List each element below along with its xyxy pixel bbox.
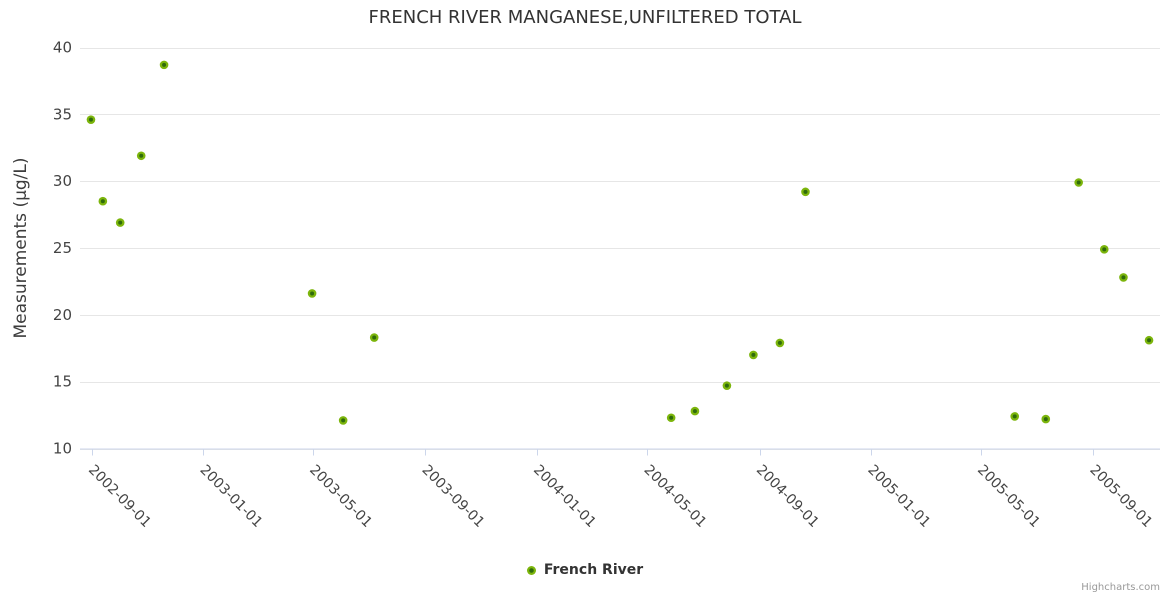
- series-marker-icon: [526, 565, 536, 575]
- x-axis-label: 2005-09-01: [1086, 462, 1155, 531]
- x-axis-label: 2003-09-01: [419, 462, 488, 531]
- legend-item-french-river[interactable]: French River: [0, 562, 1170, 578]
- y-axis-label: 35: [53, 105, 72, 123]
- y-axis-label: 25: [53, 239, 72, 257]
- x-axis-label: 2002-09-01: [85, 462, 154, 531]
- data-point[interactable]: French River: 2002-10-02, 26.9: [115, 218, 125, 227]
- data-point[interactable]: French River: 2005-07-11, 12.2: [1041, 414, 1051, 424]
- y-axis-label: 40: [53, 39, 72, 57]
- data-point[interactable]: French River: 2005-11-01, 18.1: [1144, 335, 1154, 345]
- y-axis-label: 30: [53, 172, 72, 190]
- data-point[interactable]: French River: 2005-08-16, 29.9: [1074, 178, 1083, 187]
- x-axis-label: 2004-05-01: [641, 462, 710, 531]
- data-point[interactable]: French River: 2002-10-25, 31.9: [136, 151, 146, 161]
- legend-label: French River: [543, 562, 644, 578]
- data-point[interactable]: French River: 2005-06-07, 12.4: [1010, 412, 1020, 421]
- data-point[interactable]: French River: 2004-08-25, 17: [749, 350, 758, 360]
- data-point[interactable]: French River: 2005-10-04, 22.8: [1119, 273, 1128, 282]
- highcharts-credits-link[interactable]: Highcharts.com: [1081, 582, 1160, 593]
- data-point[interactable]: French River: 2003-07-07, 18.3: [369, 333, 379, 342]
- y-axis-label: 10: [53, 440, 72, 458]
- data-point[interactable]: French River: 2003-06-03, 12.1: [338, 416, 348, 425]
- x-axis-label: 2004-09-01: [753, 462, 822, 531]
- x-axis-label: 2004-01-01: [530, 462, 599, 531]
- data-point[interactable]: French River: 2002-08-31, 34.6: [86, 115, 96, 124]
- x-axis-label: 2005-01-01: [864, 462, 933, 531]
- data-point[interactable]: French River: 2004-10-21, 29.2: [801, 187, 810, 197]
- x-axis-label: 2003-05-01: [306, 462, 375, 531]
- data-point[interactable]: French River: 2005-09-13, 24.9: [1099, 245, 1109, 254]
- data-point[interactable]: French River: 2002-11-19, 38.7: [159, 60, 169, 70]
- y-axis-label: 15: [53, 373, 72, 391]
- data-point[interactable]: French River: 2003-04-30, 21.6: [307, 289, 317, 298]
- chart-title: FRENCH RIVER MANGANESE,UNFILTERED TOTAL: [368, 7, 802, 28]
- data-point[interactable]: French River: 2004-06-22, 12.8: [690, 406, 700, 416]
- data-point[interactable]: French River: 2002-09-13, 28.5: [98, 196, 108, 206]
- x-axis-label: 2005-05-01: [974, 462, 1043, 531]
- data-point[interactable]: French River: 2004-05-27, 12.3: [666, 413, 676, 423]
- data-point[interactable]: French River: 2004-09-23, 17.9: [775, 338, 785, 348]
- x-axis-label: 2003-01-01: [197, 462, 266, 531]
- y-axis-label: 20: [53, 306, 72, 324]
- data-point[interactable]: French River: 2004-07-27, 14.7: [722, 381, 732, 390]
